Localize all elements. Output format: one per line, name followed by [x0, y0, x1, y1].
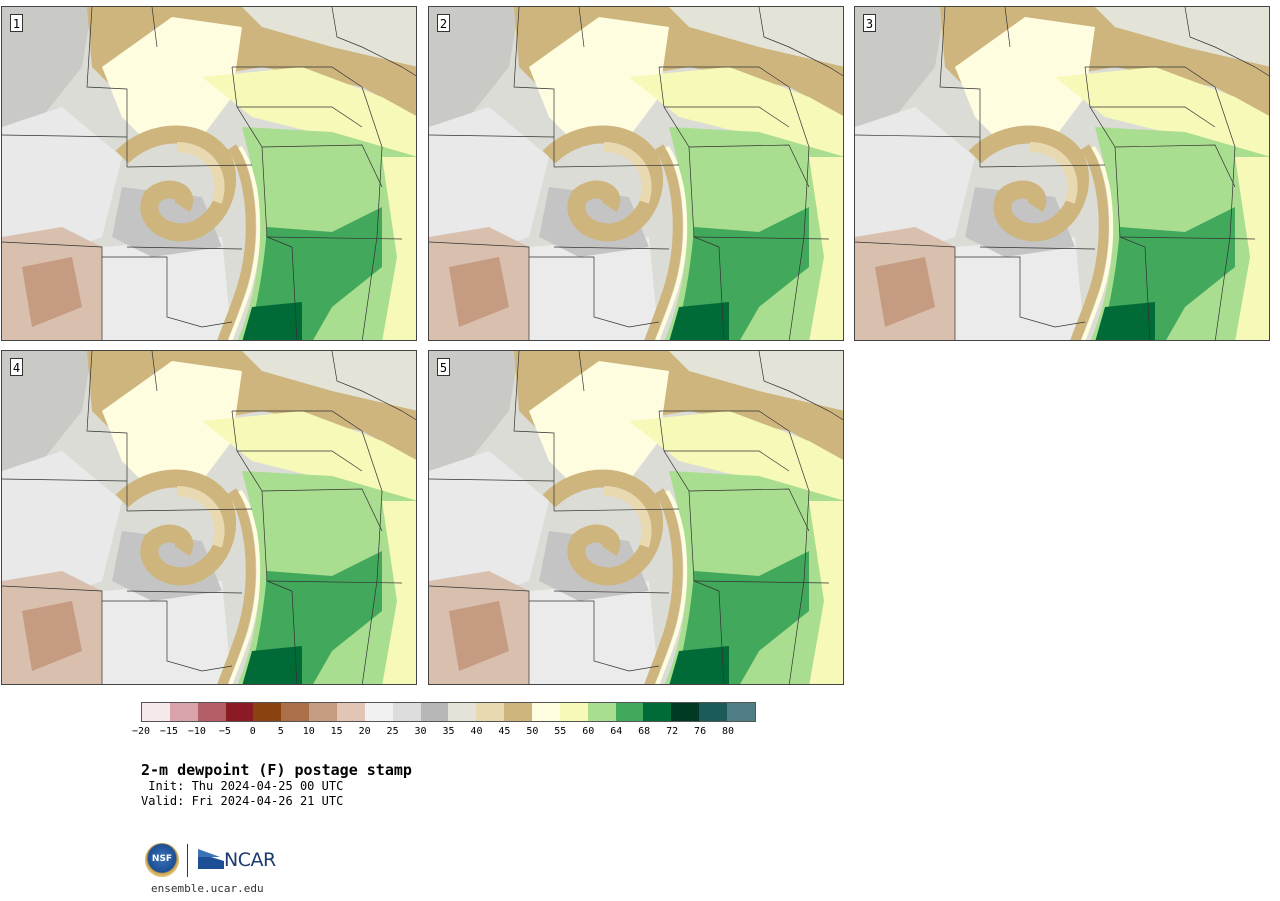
ensemble-member-map-1: 1: [1, 6, 417, 341]
colorbar-tick-label: 50: [526, 726, 539, 737]
dewpoint-field-map: [855, 7, 1270, 341]
colorbar-segment: [420, 703, 449, 721]
panel-number-label: 1: [10, 14, 23, 32]
colorbar-tick-label: 20: [358, 726, 371, 737]
panel-number-label: 5: [437, 358, 450, 376]
colorbar-segment: [392, 703, 421, 721]
nsf-logo-text: NSF: [151, 854, 173, 864]
colorbar-tick-label: 80: [722, 726, 735, 737]
ensemble-member-map-2: 2: [428, 6, 844, 341]
ncar-logo-text: NCAR: [224, 849, 276, 871]
figure-title: 2-m dewpoint (F) postage stamp: [141, 761, 412, 779]
valid-time: Valid: Fri 2024-04-26 21 UTC: [141, 794, 344, 808]
dewpoint-field-map: [2, 7, 417, 341]
panel-number-label: 2: [437, 14, 450, 32]
colorbar-tick-label: 25: [386, 726, 399, 737]
ensemble-member-map-5: 5: [428, 350, 844, 685]
colorbar-tick-label: 72: [666, 726, 679, 737]
dewpoint-colorbar: [141, 702, 756, 722]
colorbar-tick-label: 0: [249, 726, 256, 737]
colorbar-segment: [197, 703, 226, 721]
site-url: ensemble.ucar.edu: [151, 882, 264, 895]
colorbar-segment: [615, 703, 644, 721]
colorbar-tick-label: −15: [159, 726, 178, 737]
dewpoint-field-map: [429, 351, 844, 685]
panel-number-label: 4: [10, 358, 23, 376]
colorbar-segment: [559, 703, 588, 721]
colorbar-tick-label: −5: [218, 726, 231, 737]
colorbar-segment: [671, 703, 700, 721]
ensemble-member-map-4: 4: [1, 350, 417, 685]
dewpoint-field-map: [2, 351, 417, 685]
colorbar-tick-label: 64: [610, 726, 623, 737]
colorbar-segment: [504, 703, 533, 721]
colorbar-tick-label: 30: [414, 726, 427, 737]
colorbar-tick-label: 15: [330, 726, 343, 737]
colorbar-segment: [225, 703, 254, 721]
colorbar-segment: [281, 703, 310, 721]
nsf-logo: [145, 843, 179, 877]
colorbar-segment: [364, 703, 393, 721]
logo-divider: [187, 844, 188, 877]
colorbar-segment: [532, 703, 560, 721]
colorbar-segment: [699, 703, 728, 721]
figure-caption: 2-m dewpoint (F) postage stamp Init: Thu…: [141, 761, 412, 809]
colorbar-segment: [643, 703, 672, 721]
colorbar-tick-label: −20: [131, 726, 151, 737]
init-time: Init: Thu 2024-04-25 00 UTC: [141, 779, 344, 793]
colorbar-tick-label: 76: [694, 726, 707, 737]
sponsor-logos: NSF NCAR: [145, 843, 276, 879]
colorbar-tick-label: 40: [470, 726, 483, 737]
ncar-logo-icon: [198, 849, 224, 869]
colorbar-tick-label: 55: [554, 726, 567, 737]
colorbar-segment: [309, 703, 338, 721]
colorbar-segment: [727, 703, 755, 721]
colorbar-segment: [476, 703, 505, 721]
colorbar-tick-label: 5: [277, 726, 284, 737]
colorbar-tick-label: 60: [582, 726, 595, 737]
colorbar-segment: [587, 703, 616, 721]
colorbar-tick-label: 10: [302, 726, 315, 737]
ensemble-member-map-3: 3: [854, 6, 1270, 341]
colorbar-segment: [169, 703, 198, 721]
colorbar-tick-label: 68: [638, 726, 651, 737]
colorbar-tick-label: 35: [442, 726, 455, 737]
colorbar-tick-label: −10: [187, 726, 206, 737]
colorbar-segment: [142, 703, 170, 721]
colorbar-tick-labels: −20 −15 −10 −5 0 5 10 15 20 25 30 35 40 45 50 55 60 64 68 7…: [132, 726, 756, 740]
panel-number-label: 3: [863, 14, 876, 32]
colorbar-segment: [337, 703, 365, 721]
dewpoint-field-map: [429, 7, 844, 341]
colorbar-tick-label: 45: [498, 726, 511, 737]
colorbar-segment: [448, 703, 477, 721]
colorbar-segment: [253, 703, 282, 721]
